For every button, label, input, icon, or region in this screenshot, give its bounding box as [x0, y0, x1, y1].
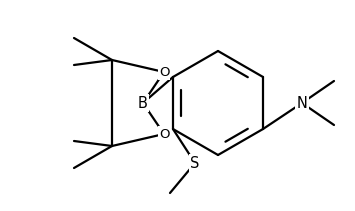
Text: N: N [296, 96, 307, 111]
Text: O: O [159, 65, 169, 78]
Text: B: B [138, 96, 148, 111]
Text: S: S [190, 156, 200, 170]
Text: O: O [159, 127, 169, 141]
